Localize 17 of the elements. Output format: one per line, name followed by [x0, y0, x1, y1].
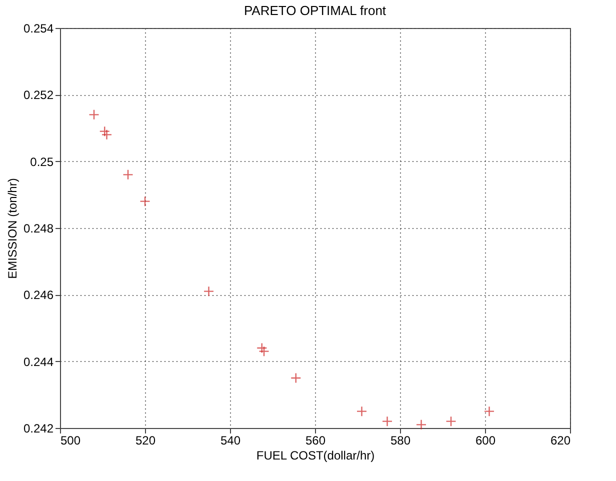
- y-tick-label: 0.254: [23, 22, 54, 36]
- y-tick-label: 0.248: [23, 222, 54, 236]
- x-tick-label: 620: [550, 434, 571, 448]
- x-tick-label: 600: [475, 434, 496, 448]
- y-tick-label: 0.242: [23, 422, 54, 436]
- y-tick-label: 0.244: [23, 354, 54, 369]
- chart-title: PARETO OPTIMAL front: [244, 3, 386, 18]
- x-tick-label: 500: [60, 434, 81, 448]
- x-tick-label: 520: [135, 434, 156, 448]
- y-tick-label: 0.25: [30, 154, 54, 169]
- x-axis-title: FUEL COST(dollar/hr): [256, 448, 375, 462]
- x-tick-label: 540: [220, 434, 241, 448]
- y-axis-title: EMISSION (ton/hr): [5, 178, 20, 279]
- x-tick-label: 580: [390, 434, 411, 448]
- x-tick-label: 560: [305, 434, 326, 448]
- y-tick-label: 0.252: [23, 88, 54, 102]
- y-tick-label: 0.246: [23, 288, 54, 302]
